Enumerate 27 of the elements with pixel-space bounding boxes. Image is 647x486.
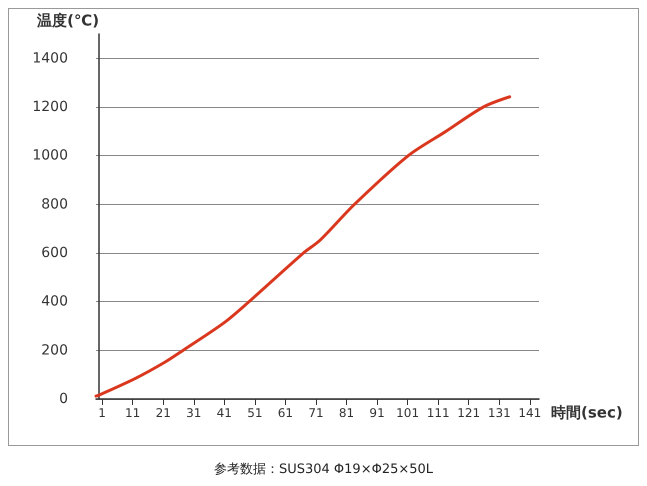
- y-axis-title: 温度(℃): [36, 12, 100, 30]
- x-tick-label: 111: [426, 406, 450, 420]
- x-tick-label: 61: [278, 406, 294, 420]
- text: 参考数据：SUS304 Φ19×Φ25×50L: [212, 461, 434, 478]
- y-tick-label: 600: [41, 245, 68, 261]
- x-tick-label: 121: [457, 406, 480, 420]
- x-tick-label: 51: [247, 406, 263, 420]
- y-tick-label: 1000: [32, 148, 68, 164]
- x-axis-title: 時間(sec): [551, 404, 623, 422]
- y-tick-label: 200: [41, 342, 68, 358]
- x-tick-label: 101: [396, 406, 420, 420]
- line-series: [94, 95, 512, 398]
- y-tick-label: 1200: [32, 99, 68, 115]
- y-tick-label: 400: [41, 294, 68, 310]
- x-tick-label: 91: [369, 406, 385, 420]
- x-tick-label: 11: [125, 406, 140, 420]
- x-tick-label: 131: [488, 406, 511, 420]
- y-tick-label: 1400: [32, 50, 68, 66]
- x-tick-label: 1: [98, 406, 106, 420]
- y-tick-label: 0: [59, 391, 68, 407]
- x-tick-label: 81: [338, 406, 354, 420]
- x-tick-label: 21: [156, 406, 171, 420]
- x-tick-label: 71: [308, 406, 324, 420]
- y-tick-label: 800: [41, 196, 68, 212]
- x-tick-label: 41: [216, 406, 232, 420]
- x-tick-label: 141: [518, 406, 542, 420]
- x-tick-label: 31: [186, 406, 202, 420]
